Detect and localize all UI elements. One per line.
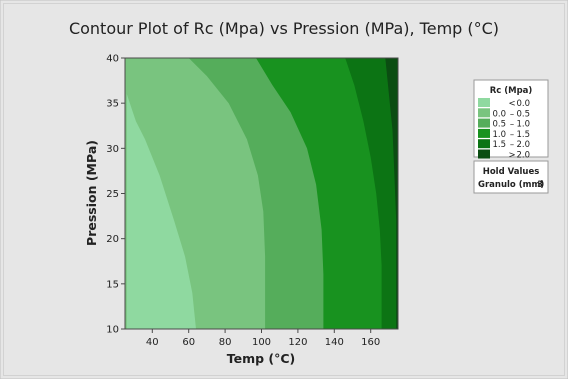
legend-label-value: 0.0 xyxy=(516,99,530,109)
legend-swatch xyxy=(478,98,490,107)
hold-values-background xyxy=(473,160,549,194)
legend-label-value: 2.0 xyxy=(516,151,530,161)
legend-label-high: 1.0 xyxy=(516,120,530,130)
y-axis: 10 15 20 25 30 35 40 xyxy=(106,54,125,336)
legend-label-dash: – xyxy=(510,140,514,150)
legend-label-dash: – xyxy=(510,109,514,119)
y-axis-title: Pression (MPa) xyxy=(84,140,99,246)
legend-items: <0.00.0–0.50.5–1.01.0–1.51.5–2.0> 2.0 xyxy=(478,98,530,161)
legend-label-high: 0.5 xyxy=(516,109,530,119)
legend-swatch xyxy=(478,139,490,149)
x-tick-label: 120 xyxy=(288,337,307,348)
chart-title: Contour Plot of Rc (Mpa) vs Pression (MP… xyxy=(69,19,499,38)
legend-label-high: 1.5 xyxy=(516,130,530,140)
y-tick-label: 15 xyxy=(106,279,119,290)
plot-area xyxy=(124,57,399,330)
legend-label-dash: – xyxy=(510,120,514,130)
legend-swatch xyxy=(478,128,490,138)
y-tick-label: 40 xyxy=(106,54,119,65)
chart-frame-inner-edge xyxy=(3,3,565,376)
contour-regions xyxy=(125,58,398,329)
y-tick-label: 20 xyxy=(106,234,119,245)
x-tick-label: 160 xyxy=(361,337,380,348)
x-tick-label: 100 xyxy=(252,337,271,348)
y-tick-label: 25 xyxy=(106,189,119,200)
legend-label-low: 1.0 xyxy=(492,130,506,140)
x-axis-title: Temp (°C) xyxy=(227,351,296,366)
hold-values-title: Hold Values xyxy=(483,167,540,177)
x-tick-label: 40 xyxy=(146,337,159,348)
x-tick-label: 140 xyxy=(325,337,344,348)
y-tick-label: 10 xyxy=(106,325,119,336)
legend-label-low: 1.5 xyxy=(492,140,506,150)
legend-label-high: 2.0 xyxy=(516,140,530,150)
y-tick-label: 30 xyxy=(106,144,119,155)
legend-label-low: 0.5 xyxy=(492,120,506,130)
contour-region-band-1 xyxy=(125,94,196,329)
legend-label-symbol: < xyxy=(508,99,515,109)
hold-values-value: 3 xyxy=(537,180,543,190)
hold-values-box: Hold Values Granulo (mm) 3 xyxy=(473,160,549,194)
y-tick-label: 35 xyxy=(106,99,119,110)
hold-values-label: Granulo (mm) xyxy=(478,180,544,190)
x-tick-label: 80 xyxy=(219,337,232,348)
legend-swatch xyxy=(478,108,490,118)
legend-label-low: 0.0 xyxy=(492,109,506,119)
legend-box: Rc (Mpa) <0.00.0–0.50.5–1.01.0–1.51.5–2.… xyxy=(473,79,549,161)
legend-swatch xyxy=(478,149,490,159)
x-tick-label: 60 xyxy=(182,337,195,348)
x-axis: 40 60 80 100 120 140 160 xyxy=(146,329,380,348)
legend-swatch xyxy=(478,118,490,128)
legend-label-symbol: > xyxy=(508,151,515,161)
legend-label-dash: – xyxy=(510,130,514,140)
legend-title: Rc (Mpa) xyxy=(490,86,533,96)
